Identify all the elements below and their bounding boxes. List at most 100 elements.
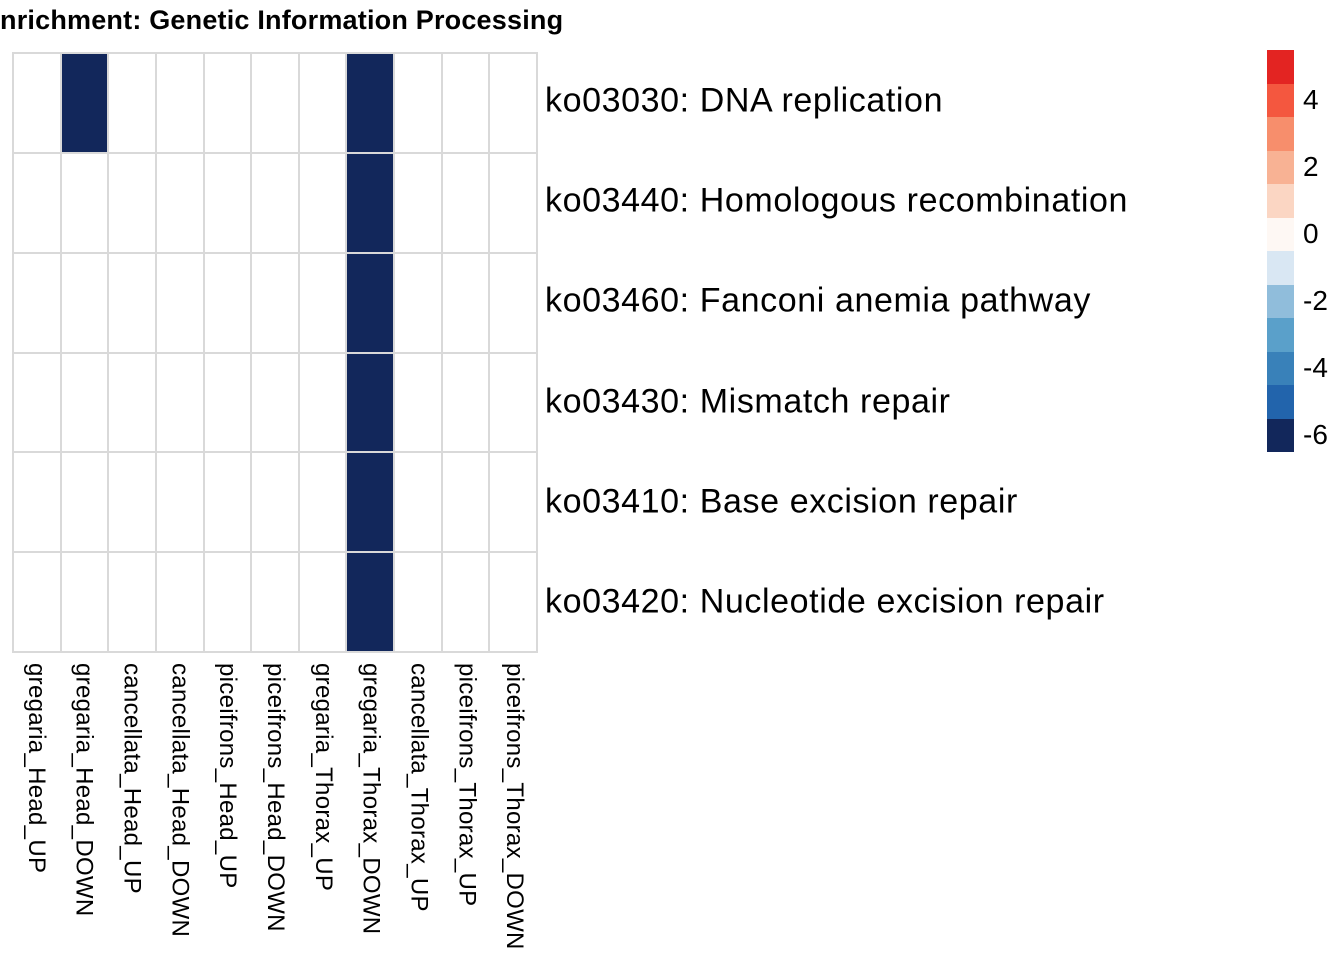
heatmap-cell — [299, 153, 346, 252]
heatmap-cell — [490, 453, 536, 552]
chart-title: nrichment: Genetic Information Processin… — [0, 5, 564, 35]
heatmap-cell — [61, 453, 108, 552]
heatmap-cell — [252, 253, 298, 352]
heatmap-cell — [299, 453, 346, 552]
heatmap-cell — [61, 553, 108, 651]
heatmap-cell — [61, 353, 108, 452]
colorbar-tick-label: -4 — [1303, 352, 1328, 384]
heatmap-cell — [442, 353, 489, 452]
heatmap-cell — [395, 153, 441, 252]
heatmap-cell — [204, 453, 251, 552]
colorbar-segment — [1267, 150, 1294, 184]
heatmap-cell — [252, 153, 298, 252]
heatmap-cell — [347, 553, 394, 651]
heatmap-cell — [156, 153, 203, 252]
column-label: piceifrons_Head_DOWN — [262, 663, 289, 932]
heatmap-cell — [204, 353, 251, 452]
heatmap-cell — [347, 54, 394, 152]
heatmap-cell — [109, 153, 155, 252]
heatmap-grid — [12, 52, 538, 653]
heatmap-cell — [347, 153, 394, 252]
colorbar — [1267, 50, 1294, 452]
colorbar-tick-label: -6 — [1303, 419, 1328, 451]
heatmap-cell — [156, 453, 203, 552]
heatmap-cell — [490, 54, 536, 152]
heatmap-cell — [442, 453, 489, 552]
heatmap-cell — [347, 253, 394, 352]
heatmap-cell — [490, 253, 536, 352]
heatmap-cell — [14, 54, 60, 152]
colorbar-segment — [1267, 117, 1294, 151]
heatmap-cell — [204, 54, 251, 152]
heatmap-cell — [442, 553, 489, 651]
row-label: ko03410: Base excision repair — [545, 482, 1018, 521]
heatmap-cell — [299, 54, 346, 152]
column-label: gregaria_Head_DOWN — [70, 663, 98, 917]
heatmap-cell — [156, 253, 203, 352]
column-label: piceifrons_Head_UP — [214, 663, 242, 889]
heatmap-cell — [442, 253, 489, 352]
colorbar-tick-label: 0 — [1303, 218, 1319, 250]
row-label: ko03460: Fanconi anemia pathway — [545, 282, 1091, 321]
heatmap-cell — [442, 153, 489, 252]
column-label: gregaria_Head_UP — [22, 663, 50, 874]
colorbar-segment — [1267, 418, 1294, 452]
column-label: gregaria_Thorax_UP — [309, 663, 337, 892]
row-label: ko03420: Nucleotide excision repair — [545, 582, 1105, 621]
heatmap-cell — [347, 353, 394, 452]
heatmap-cell — [14, 153, 60, 252]
heatmap-cell — [299, 553, 346, 651]
row-label: ko03440: Homologous recombination — [545, 181, 1129, 220]
heatmap-cell — [395, 54, 441, 152]
heatmap-cell — [156, 553, 203, 651]
heatmap-cell — [109, 54, 155, 152]
heatmap-cell — [347, 453, 394, 552]
heatmap-cell — [14, 253, 60, 352]
colorbar-segment — [1267, 318, 1294, 352]
heatmap-cell — [490, 353, 536, 452]
heatmap-cell — [14, 353, 60, 452]
heatmap-cell — [109, 353, 155, 452]
heatmap-cell — [61, 153, 108, 252]
heatmap-cell — [204, 153, 251, 252]
heatmap-cell — [442, 54, 489, 152]
colorbar-segment — [1267, 284, 1294, 318]
heatmap-cell — [156, 54, 203, 152]
heatmap-cell — [109, 253, 155, 352]
heatmap-cell — [61, 253, 108, 352]
heatmap-cell — [61, 54, 108, 152]
heatmap-cell — [252, 54, 298, 152]
colorbar-segment — [1267, 351, 1294, 385]
column-label: gregaria_Thorax_DOWN — [357, 663, 385, 935]
column-label: cancellata_Head_DOWN — [166, 663, 194, 938]
heatmap-cell — [204, 253, 251, 352]
heatmap-cell — [156, 353, 203, 452]
row-label: ko03430: Mismatch repair — [545, 382, 951, 421]
colorbar-tick-label: 4 — [1303, 84, 1319, 116]
heatmap-cell — [395, 553, 441, 651]
heatmap-cell — [109, 553, 155, 651]
colorbar-segment — [1267, 184, 1294, 218]
heatmap-cell — [299, 353, 346, 452]
heatmap-cell — [252, 553, 298, 651]
colorbar-segment — [1267, 83, 1294, 117]
heatmap-cell — [252, 353, 298, 452]
heatmap-cell — [14, 453, 60, 552]
column-label: cancellata_Head_UP — [118, 663, 146, 894]
row-label: ko03030: DNA replication — [545, 81, 944, 120]
colorbar-segment — [1267, 50, 1294, 84]
column-label: cancellata_Thorax_UP — [405, 663, 433, 912]
heatmap-cell — [252, 453, 298, 552]
heatmap-cell — [204, 553, 251, 651]
colorbar-segment — [1267, 251, 1294, 285]
heatmap-cell — [14, 553, 60, 651]
colorbar-segment — [1267, 217, 1294, 251]
column-label: piceifrons_Thorax_UP — [453, 663, 481, 907]
column-label: piceifrons_Thorax_DOWN — [501, 663, 529, 950]
heatmap-cell — [490, 153, 536, 252]
heatmap-cell — [299, 253, 346, 352]
colorbar-tick-label: 2 — [1303, 151, 1319, 183]
heatmap-cell — [395, 453, 441, 552]
colorbar-tick-label: -2 — [1303, 285, 1328, 317]
